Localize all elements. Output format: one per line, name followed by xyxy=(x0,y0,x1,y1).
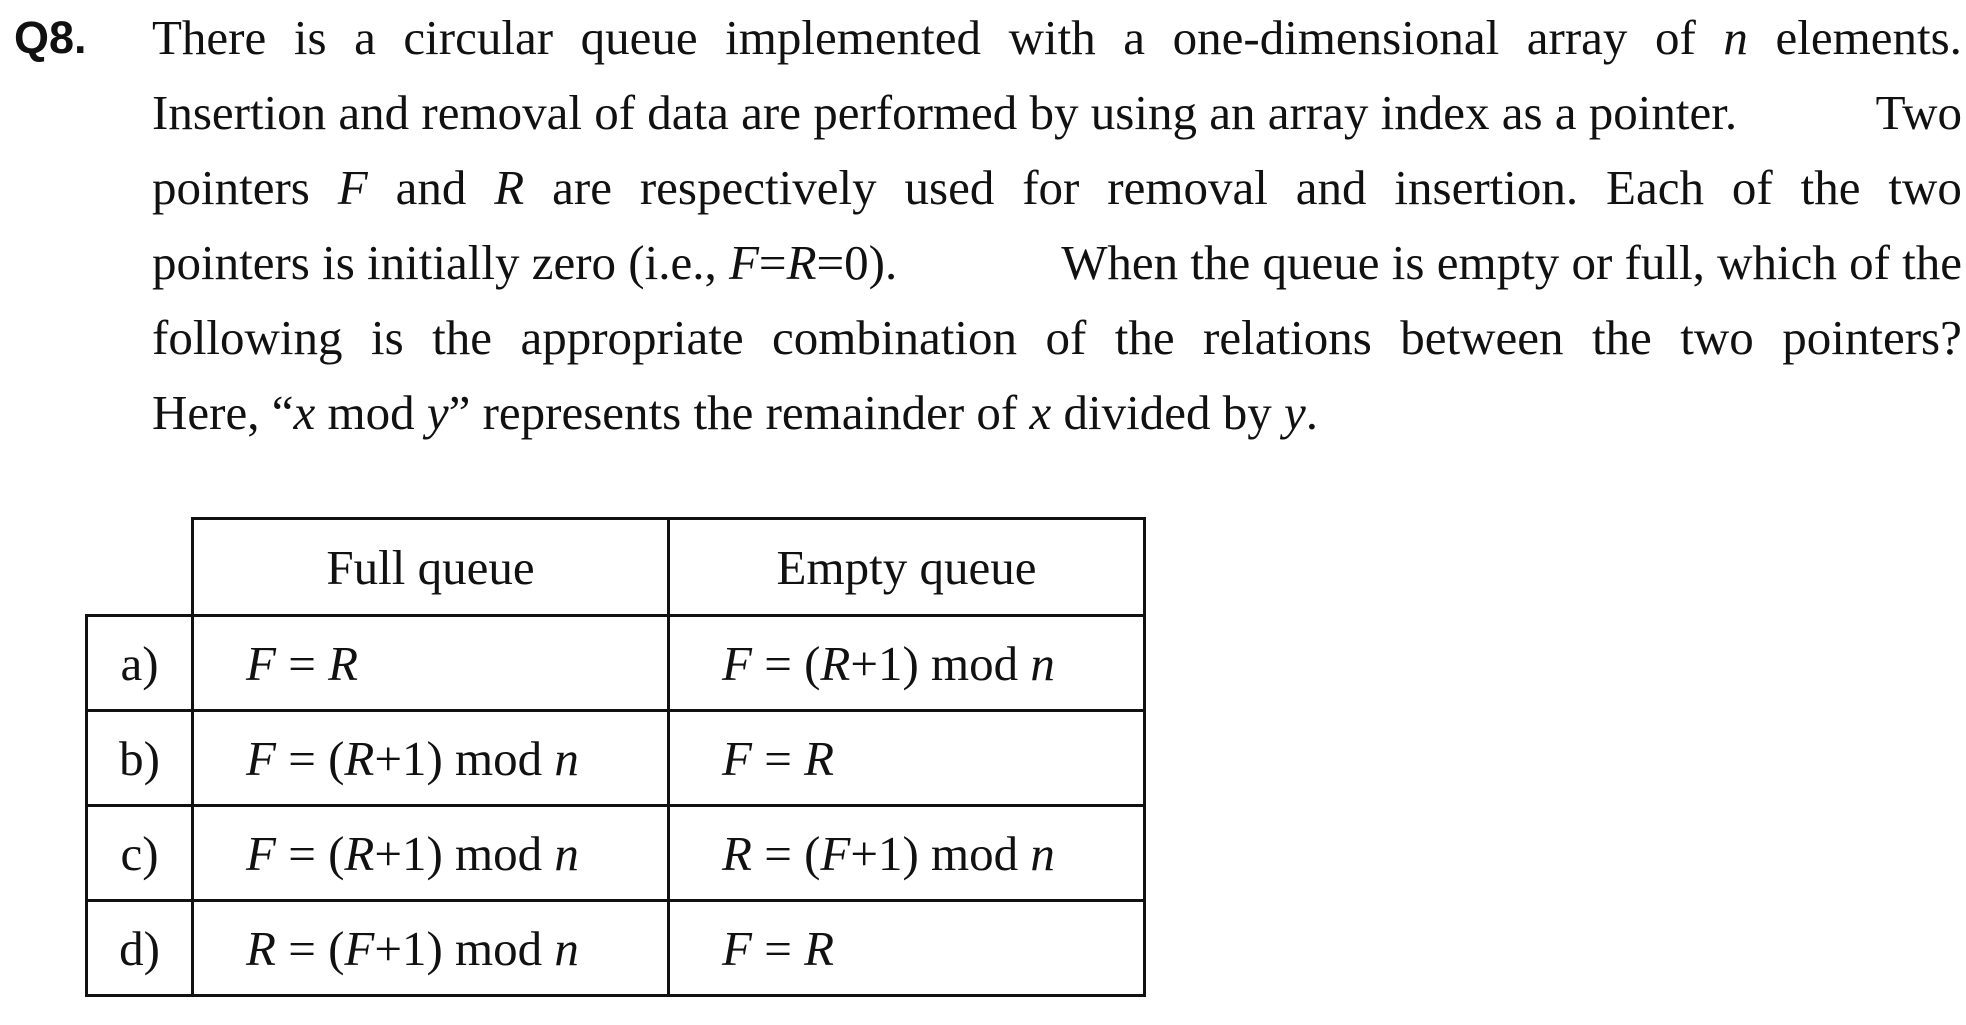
full-queue-cell: F = R xyxy=(191,614,670,712)
table-row: b) F = (R+1) mod n F = R xyxy=(85,709,1146,807)
option-label: c) xyxy=(85,804,194,902)
full-queue-cell: F = (R+1) mod n xyxy=(191,804,670,902)
question-text: There is a circular queue implemented with a one… xyxy=(152,6,1962,456)
empty-queue-cell: R = (F+1) mod n xyxy=(667,804,1146,902)
table-row: c) F = (R+1) mod n R = (F+1) mod n xyxy=(85,804,1146,902)
table-corner xyxy=(86,518,194,617)
question-line-1: There is a circular queue implemented with a one… xyxy=(152,10,1962,65)
question-line-5: following is the appropriate combination of th… xyxy=(152,310,1962,365)
question-line-2: Insertion and removal of data are perfor… xyxy=(152,85,1962,140)
table-header-row: Full queue Empty queue xyxy=(86,517,1146,617)
option-label: b) xyxy=(85,709,194,807)
question-line-6: Here, “x mod y” represents the remainder… xyxy=(152,385,1318,440)
empty-queue-cell: F = R xyxy=(667,709,1146,807)
table-row: a) F = R F = (R+1) mod n xyxy=(85,614,1146,712)
empty-queue-cell: F = (R+1) mod n xyxy=(667,614,1146,712)
full-queue-cell: F = (R+1) mod n xyxy=(191,709,670,807)
question-number: Q8. xyxy=(14,12,87,63)
header-full-queue: Full queue xyxy=(191,517,670,617)
question-line-4: pointers is initially zero (i.e., F=R=0)… xyxy=(152,235,1962,290)
table-row: d) R = (F+1) mod n F = R xyxy=(85,899,1146,997)
option-label: d) xyxy=(85,899,194,997)
empty-queue-cell: F = R xyxy=(667,899,1146,997)
option-label: a) xyxy=(85,614,194,712)
header-empty-queue: Empty queue xyxy=(667,517,1146,617)
full-queue-cell: R = (F+1) mod n xyxy=(191,899,670,997)
answer-table: Full queue Empty queue a) F = R F = (R+1… xyxy=(85,517,1146,997)
